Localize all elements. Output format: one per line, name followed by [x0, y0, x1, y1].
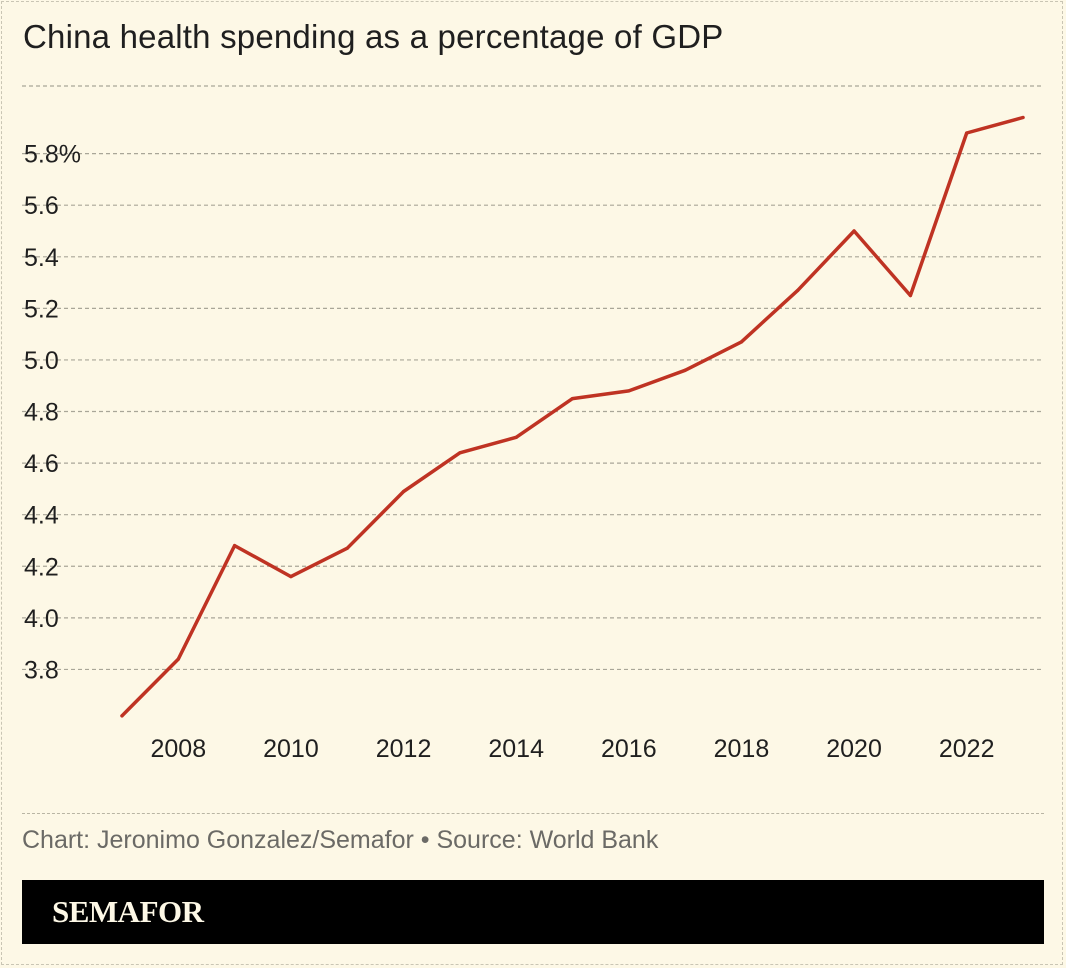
data-point — [965, 131, 969, 135]
y-axis-ticks: 3.8 4.0 4.2 4.4 4.6 4.8 5.0 5.2 5.4 5.6 5.8% — [24, 141, 81, 685]
y-tick-label: 5.8% — [24, 141, 81, 169]
y-tick-label: 4.4 — [24, 502, 59, 530]
data-point — [233, 544, 237, 548]
line-chart: 3.84.04.24.44.64.85.05.25.45.65.8% 2008 2… — [22, 85, 1044, 763]
x-tick-label: 2008 — [151, 735, 207, 763]
data-point — [401, 489, 406, 494]
data-point — [852, 229, 856, 233]
y-tick-label: 5.4 — [24, 244, 59, 272]
data-point — [1021, 115, 1025, 120]
x-tick-label: 2018 — [714, 735, 770, 763]
data-point — [683, 368, 687, 372]
series-layer — [120, 115, 1025, 718]
y-tick-label: 4.6 — [24, 450, 59, 478]
y-tick-label: 5.0 — [24, 347, 59, 375]
x-tick-label: 2014 — [488, 735, 544, 763]
x-tick-label: 2016 — [601, 735, 657, 763]
footer-divider — [22, 813, 1044, 814]
data-point — [570, 397, 575, 401]
y-tick-label: 4.8 — [24, 399, 59, 427]
data-point — [120, 714, 124, 718]
data-point — [908, 293, 912, 298]
x-tick-label: 2012 — [376, 735, 432, 763]
series-line — [120, 115, 1025, 718]
brand-bar: SEMAFOR — [22, 880, 1044, 944]
data-point — [458, 451, 462, 455]
x-axis-ticks: 2008 2010 2012 2014 2016 2018 2020 2022 — [151, 735, 995, 763]
x-tick-label: 2020 — [826, 735, 882, 763]
data-point — [176, 657, 180, 661]
chart-title: China health spending as a percentage of… — [23, 18, 724, 55]
data-point — [345, 546, 349, 550]
data-point — [627, 389, 631, 393]
chart-credit: Chart: Jeronimo Gonzalez/Semafor • Sourc… — [22, 826, 659, 854]
y-tick-label: 5.2 — [24, 295, 59, 323]
y-tick-label: 3.8 — [24, 656, 59, 684]
data-point — [739, 340, 744, 344]
gridlines — [22, 85, 1044, 671]
data-point — [289, 574, 293, 579]
x-tick-label: 2022 — [939, 735, 995, 763]
x-tick-label: 2010 — [263, 735, 319, 763]
y-tick-label: 4.0 — [24, 605, 59, 633]
y-tick-label: 5.6 — [24, 192, 59, 220]
data-point — [796, 288, 800, 292]
brand-logo[interactable]: SEMAFOR — [52, 894, 204, 929]
data-point — [514, 435, 518, 439]
y-tick-label: 4.2 — [24, 553, 59, 581]
